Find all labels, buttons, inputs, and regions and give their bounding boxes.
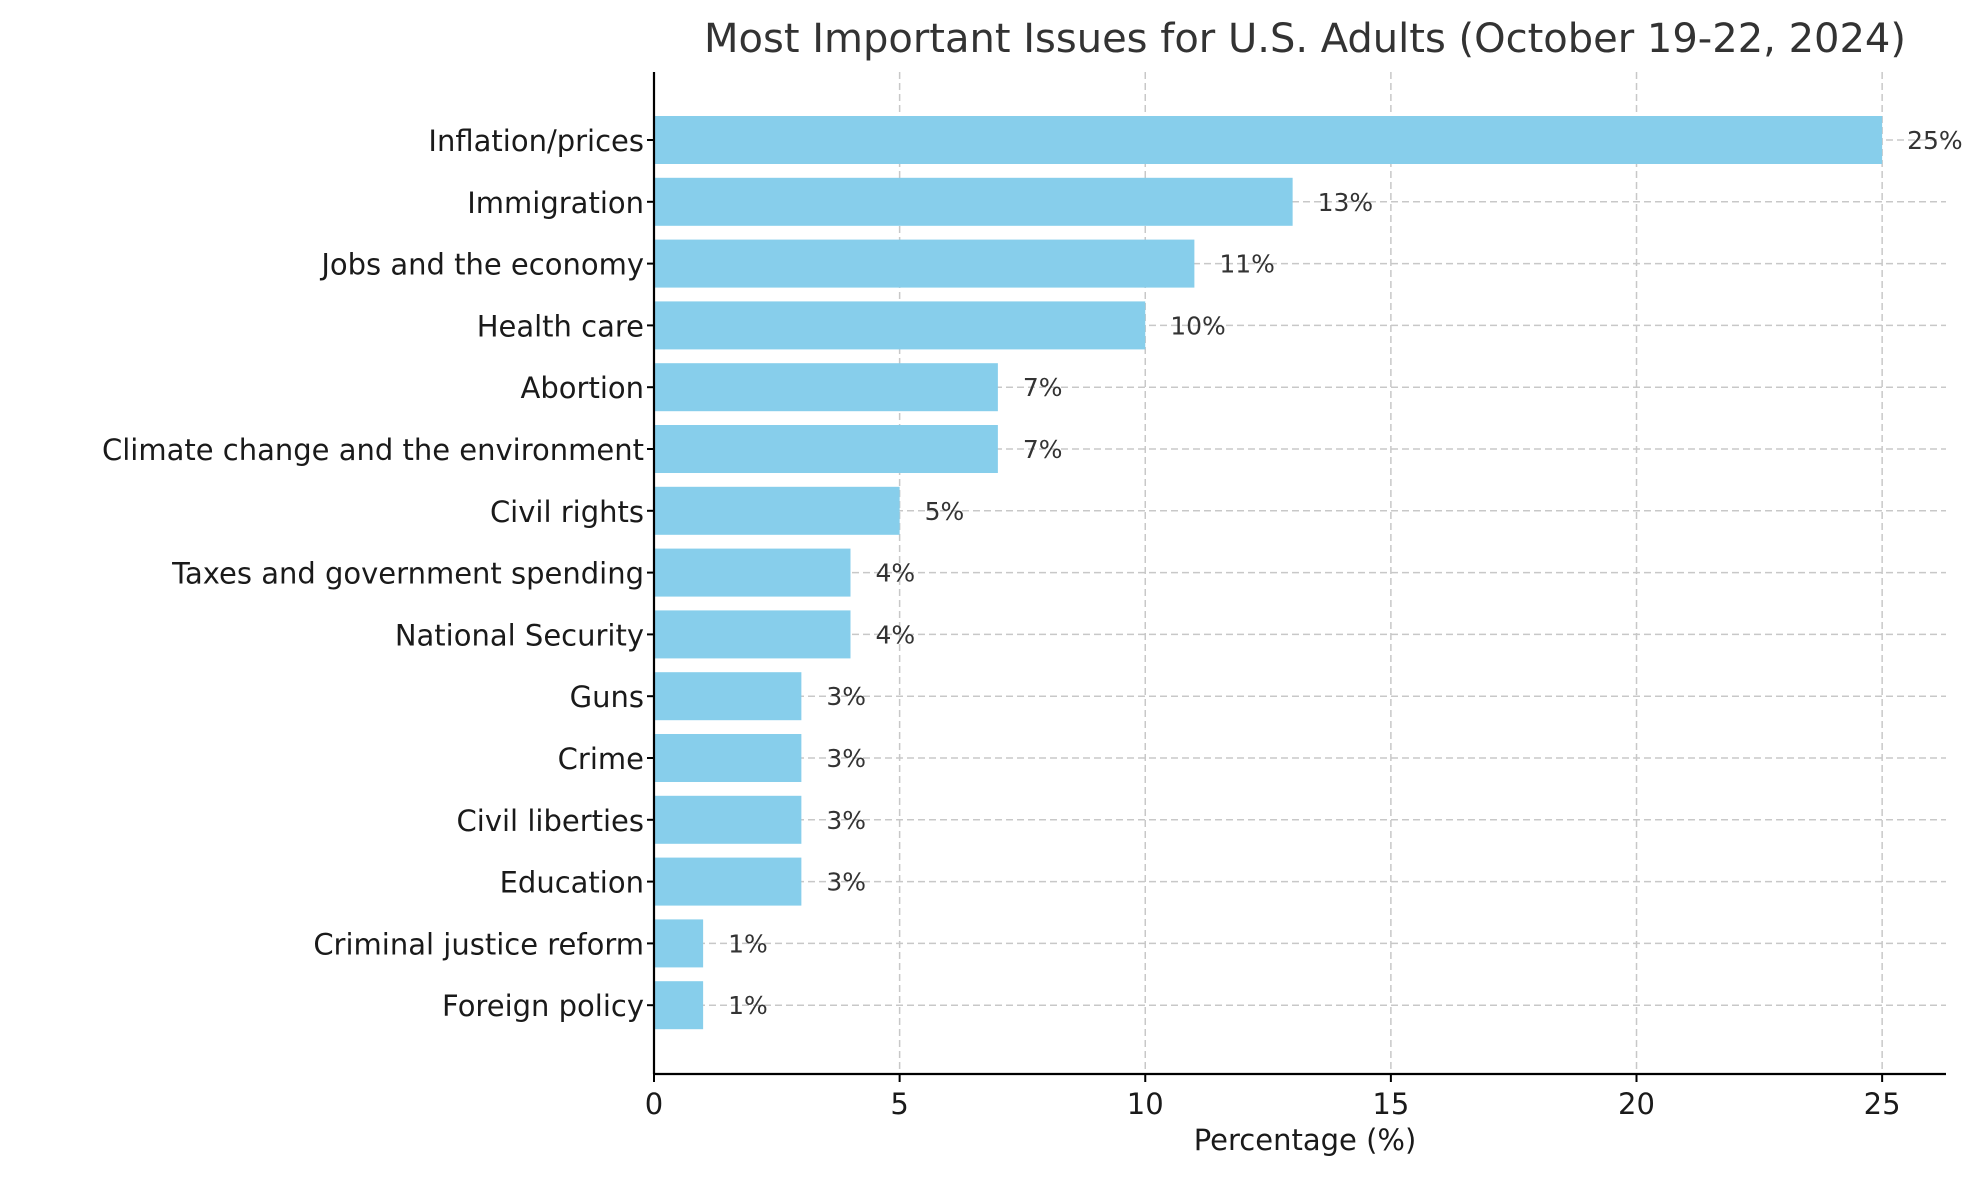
category-label: Health care <box>477 309 644 343</box>
bar <box>654 548 851 597</box>
chart-title: Most Important Issues for U.S. Adults (O… <box>704 16 1906 62</box>
category-label: National Security <box>395 618 644 652</box>
x-tick-label: 25 <box>1864 1087 1901 1121</box>
category-label: Criminal justice reform <box>313 927 644 961</box>
bar <box>654 672 802 721</box>
bar <box>654 981 704 1030</box>
data-label: 4% <box>876 559 916 588</box>
data-label: 10% <box>1170 311 1226 340</box>
category-label: Taxes and government spending <box>171 557 644 591</box>
data-label: 5% <box>925 497 965 526</box>
category-label: Education <box>500 866 644 900</box>
bar <box>654 116 1883 164</box>
bars <box>654 116 1883 1030</box>
category-label: Foreign policy <box>442 989 644 1023</box>
bar <box>654 795 802 844</box>
data-label: 3% <box>826 744 866 773</box>
x-tick-label: 20 <box>1618 1087 1655 1121</box>
bar <box>654 610 851 659</box>
data-label: 3% <box>826 868 866 897</box>
bar <box>654 734 802 782</box>
bar <box>654 425 998 473</box>
category-label: Inflation/prices <box>428 124 644 158</box>
data-label: 7% <box>1023 373 1063 402</box>
x-tick-label: 10 <box>1127 1087 1164 1121</box>
data-label: 13% <box>1318 188 1374 217</box>
data-label: 11% <box>1219 250 1275 279</box>
x-tick-label: 5 <box>890 1087 908 1121</box>
data-label: 25% <box>1907 126 1963 155</box>
bar <box>654 857 802 906</box>
bar <box>654 239 1195 288</box>
category-label: Jobs and the economy <box>319 248 644 282</box>
category-label: Climate change and the environment <box>102 433 644 467</box>
category-label: Crime <box>558 742 644 776</box>
category-label: Abortion <box>521 371 644 405</box>
x-axis-label: Percentage (%) <box>1194 1123 1417 1157</box>
x-tick-label: 0 <box>645 1087 663 1121</box>
bar <box>654 486 900 535</box>
bar <box>654 177 1293 226</box>
category-label: Civil liberties <box>457 804 644 838</box>
data-label: 4% <box>876 620 916 649</box>
axes: 0 5 10 15 20 25 <box>645 72 1946 1121</box>
bar <box>654 363 998 412</box>
category-label: Civil rights <box>490 495 644 529</box>
data-label: 3% <box>826 682 866 711</box>
x-tick-label: 15 <box>1372 1087 1409 1121</box>
data-labels: 25% 13% 11% 10% 7% 7% 5% 4% 4% 3% 3% 3% 3% 1% 1% <box>728 126 1963 1020</box>
data-label: 7% <box>1023 435 1063 464</box>
category-label: Immigration <box>467 186 644 220</box>
data-label: 3% <box>826 806 866 835</box>
data-label: 1% <box>728 929 768 958</box>
bar <box>654 301 1146 350</box>
category-label: Guns <box>570 680 644 714</box>
bar <box>654 919 704 968</box>
category-labels: Inflation/prices Immigration Jobs and the … <box>102 124 644 1023</box>
data-label: 1% <box>728 991 768 1020</box>
